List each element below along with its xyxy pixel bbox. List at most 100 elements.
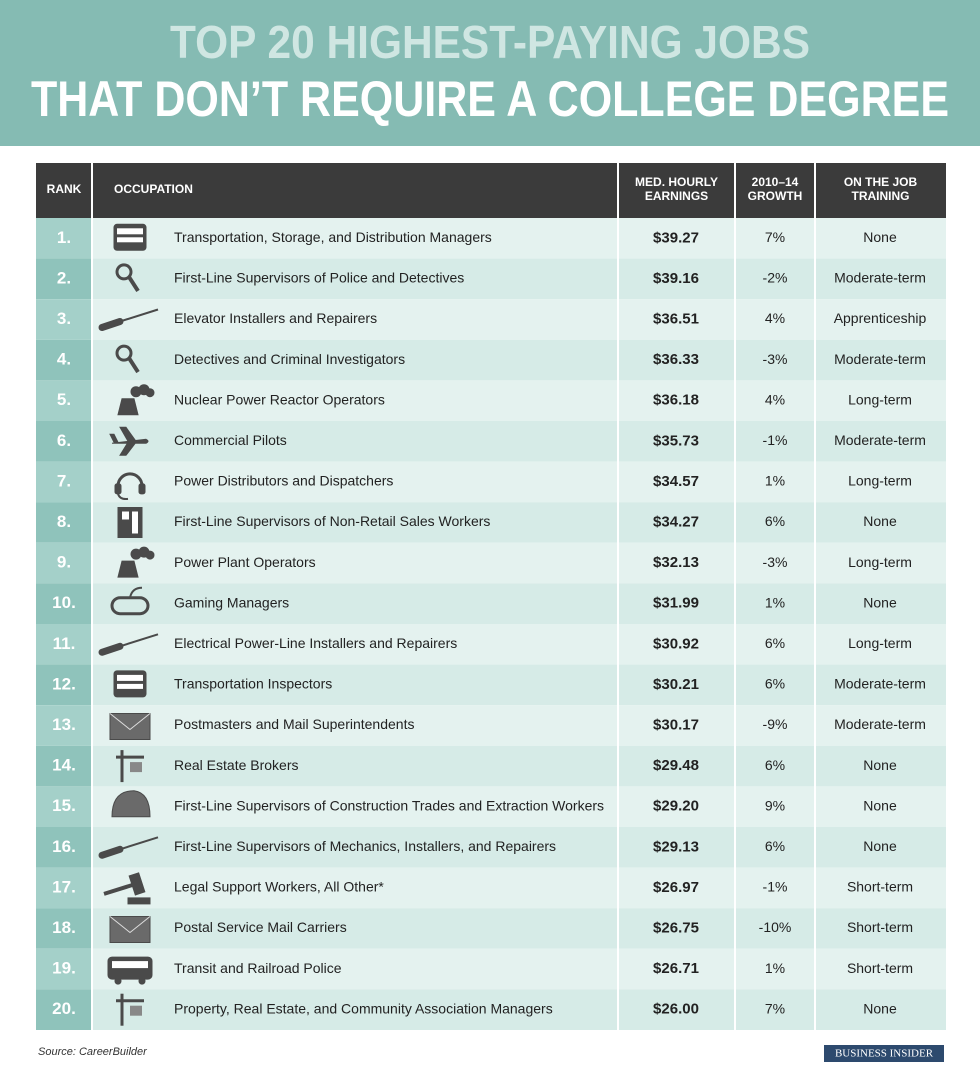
icon-part <box>129 586 143 598</box>
occupation: Commercial Pilots <box>174 432 287 448</box>
occupation: Legal Support Workers, All Other* <box>174 879 384 895</box>
icon-part <box>145 550 155 560</box>
earnings: $39.27 <box>653 229 699 246</box>
icon-part <box>115 263 133 281</box>
row-bg <box>36 745 946 787</box>
earnings: $29.20 <box>653 798 699 815</box>
growth: 6% <box>765 757 785 773</box>
source: Source: CareerBuilder <box>38 1046 148 1058</box>
icon-part <box>115 344 133 362</box>
training: Moderate-term <box>834 676 926 692</box>
row-bg <box>36 705 946 746</box>
icon-part <box>128 872 146 896</box>
icon-part <box>109 916 151 934</box>
row-bg <box>36 502 946 543</box>
rank-bg <box>36 421 92 462</box>
row-bg <box>36 421 946 462</box>
occupation: Postmasters and Mail Superintendents <box>174 716 414 732</box>
icon <box>113 223 147 251</box>
row-bg <box>36 339 946 381</box>
training: Moderate-term <box>834 270 926 286</box>
icon-part <box>145 388 155 398</box>
rank: 20. <box>52 999 76 1018</box>
icon-part <box>112 961 148 969</box>
training: Long-term <box>848 473 912 489</box>
occupation: First-Line Supervisors of Construction T… <box>174 797 604 813</box>
column-header: OCCUPATION <box>114 182 193 196</box>
icon-part <box>109 713 151 740</box>
earnings: $26.71 <box>653 960 699 977</box>
growth: 6% <box>765 676 785 692</box>
occupation: Electrical Power-Line Installers and Rep… <box>174 635 457 651</box>
icon-part <box>98 845 124 859</box>
rank-bg <box>36 258 92 300</box>
rank: 15. <box>52 796 76 815</box>
growth: -9% <box>763 716 788 732</box>
rank-bg <box>36 218 92 259</box>
icon-part <box>117 507 143 538</box>
icon-part <box>122 511 129 520</box>
rank-bg <box>36 542 92 584</box>
growth: 1% <box>765 473 785 489</box>
earnings: $36.51 <box>653 310 699 327</box>
icon <box>113 670 147 698</box>
earnings: $34.57 <box>653 473 699 490</box>
icon <box>98 633 159 656</box>
icon <box>109 426 149 456</box>
training: Moderate-term <box>834 716 926 732</box>
icon <box>103 872 151 905</box>
icon <box>98 836 159 859</box>
rank: 14. <box>52 756 76 775</box>
row-bg <box>36 989 946 1030</box>
icon <box>107 956 153 985</box>
row-bg <box>36 258 946 300</box>
icon <box>109 713 151 740</box>
rank: 6. <box>57 431 71 450</box>
rank: 9. <box>57 553 71 572</box>
row-bg <box>36 218 946 259</box>
icon-part <box>117 237 143 243</box>
training: Short-term <box>847 879 913 895</box>
earnings: $30.92 <box>653 635 699 652</box>
column-header: 2010–14 <box>752 175 799 189</box>
occupation: Transportation, Storage, and Distributio… <box>174 229 492 245</box>
occupation: Real Estate Brokers <box>174 757 299 773</box>
icon-part <box>109 426 149 456</box>
earnings: $30.21 <box>653 676 699 693</box>
rank: 18. <box>52 918 76 937</box>
title-line1: TOP 20 HIGHEST-PAYING JOBS <box>170 16 810 68</box>
occupation: First-Line Supervisors of Mechanics, Ins… <box>174 838 556 854</box>
icon-part <box>117 683 143 689</box>
growth: 6% <box>765 635 785 651</box>
icon <box>116 750 144 783</box>
growth: -3% <box>763 554 788 570</box>
brand-box <box>824 1045 944 1062</box>
earnings: $26.97 <box>653 879 699 896</box>
row-bg <box>36 542 946 584</box>
training: Short-term <box>847 960 913 976</box>
rank: 16. <box>52 837 76 856</box>
occupation: Gaming Managers <box>174 594 289 610</box>
earnings: $36.18 <box>653 392 699 409</box>
row-bg <box>36 786 946 827</box>
column-header: GROWTH <box>748 189 803 203</box>
growth: 6% <box>765 838 785 854</box>
icon <box>116 993 144 1026</box>
training: None <box>863 513 897 529</box>
rank: 8. <box>57 512 71 531</box>
rank-bg <box>36 948 92 990</box>
icon-part <box>109 713 151 731</box>
icon-part <box>98 642 124 656</box>
rank: 2. <box>57 268 71 287</box>
icon-part <box>114 977 122 985</box>
rank-bg <box>36 502 92 543</box>
occupation: Postal Service Mail Carriers <box>174 919 347 935</box>
training: Long-term <box>848 554 912 570</box>
rank-bg <box>36 705 92 746</box>
growth: 1% <box>765 960 785 976</box>
rank-bg <box>36 786 92 827</box>
training: Moderate-term <box>834 432 926 448</box>
growth: -1% <box>763 879 788 895</box>
column-header: RANK <box>47 182 82 196</box>
training: None <box>863 797 897 813</box>
